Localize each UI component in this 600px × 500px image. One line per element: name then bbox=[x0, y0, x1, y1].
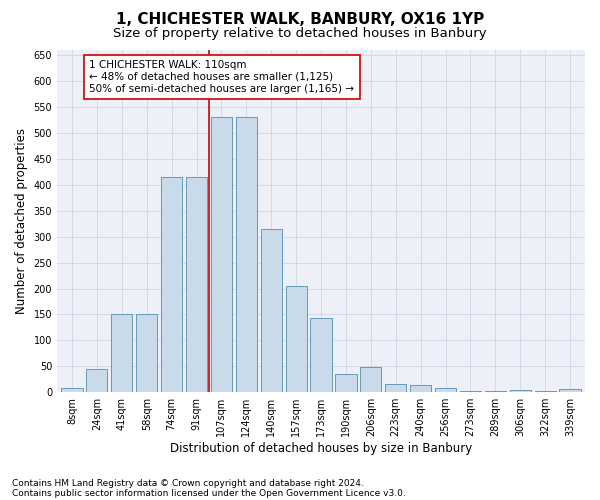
Text: Size of property relative to detached houses in Banbury: Size of property relative to detached ho… bbox=[113, 28, 487, 40]
Bar bbox=[310, 318, 332, 392]
Bar bbox=[61, 388, 83, 392]
Bar bbox=[410, 386, 431, 392]
Bar bbox=[509, 390, 531, 392]
Bar bbox=[211, 118, 232, 392]
Text: Contains HM Land Registry data © Crown copyright and database right 2024.: Contains HM Land Registry data © Crown c… bbox=[12, 478, 364, 488]
Bar bbox=[535, 390, 556, 392]
Text: 1 CHICHESTER WALK: 110sqm
← 48% of detached houses are smaller (1,125)
50% of se: 1 CHICHESTER WALK: 110sqm ← 48% of detac… bbox=[89, 60, 355, 94]
Bar bbox=[161, 177, 182, 392]
Y-axis label: Number of detached properties: Number of detached properties bbox=[15, 128, 28, 314]
Bar bbox=[435, 388, 456, 392]
X-axis label: Distribution of detached houses by size in Banbury: Distribution of detached houses by size … bbox=[170, 442, 472, 455]
Bar bbox=[186, 177, 207, 392]
Bar bbox=[335, 374, 356, 392]
Text: Contains public sector information licensed under the Open Government Licence v3: Contains public sector information licen… bbox=[12, 488, 406, 498]
Bar bbox=[460, 390, 481, 392]
Bar bbox=[360, 368, 382, 392]
Bar bbox=[111, 314, 133, 392]
Bar bbox=[559, 388, 581, 392]
Bar bbox=[286, 286, 307, 392]
Bar bbox=[86, 369, 107, 392]
Bar bbox=[485, 391, 506, 392]
Bar bbox=[236, 118, 257, 392]
Text: 1, CHICHESTER WALK, BANBURY, OX16 1YP: 1, CHICHESTER WALK, BANBURY, OX16 1YP bbox=[116, 12, 484, 28]
Bar bbox=[260, 229, 282, 392]
Bar bbox=[136, 314, 157, 392]
Bar bbox=[385, 384, 406, 392]
